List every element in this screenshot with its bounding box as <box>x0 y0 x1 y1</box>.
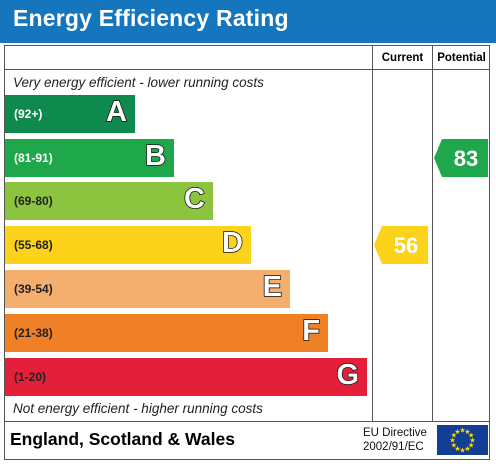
band-d: (55-68) D <box>5 226 251 264</box>
header-bar: Energy Efficiency Rating <box>0 0 496 43</box>
band-range-label: (55-68) <box>14 238 53 252</box>
directive-line-2: 2002/91/EC <box>363 441 424 453</box>
eu-star-icon: ★ <box>468 432 474 440</box>
eu-star-icon: ★ <box>451 432 457 440</box>
eu-star-icon: ★ <box>469 437 475 445</box>
band-f: (21-38) F <box>5 314 328 352</box>
band-range-label: (39-54) <box>14 282 53 296</box>
eu-flag-icon: ★ ★ ★ ★ ★ ★ ★ ★ ★ ★ ★ ★ <box>437 425 488 455</box>
band-range-label: (21-38) <box>14 326 53 340</box>
caption-bottom: Not energy efficient - higher running co… <box>13 401 263 416</box>
divider-footer-row <box>4 421 490 422</box>
band-g: (1-20) G <box>5 358 367 396</box>
divider-current-left <box>372 45 373 421</box>
band-e: (39-54) E <box>5 270 290 308</box>
eu-star-icon: ★ <box>468 442 474 450</box>
caption-top: Very energy efficient - lower running co… <box>13 75 264 90</box>
band-range-label: (81-91) <box>14 151 53 165</box>
divider-header-row <box>4 69 490 70</box>
band-letter-label: E <box>262 270 283 304</box>
band-letter-label: C <box>183 182 205 216</box>
page-title: Energy Efficiency Rating <box>13 5 289 31</box>
eu-star-icon: ★ <box>459 447 465 455</box>
band-letter-label: B <box>144 139 166 173</box>
column-header-potential: Potential <box>437 52 486 64</box>
eu-star-icon: ★ <box>449 437 455 445</box>
band-a: (92+) A <box>5 95 135 133</box>
band-range-label: (69-80) <box>14 194 53 208</box>
band-b: (81-91) B <box>5 139 174 177</box>
directive-line-1: EU Directive <box>363 427 427 439</box>
eu-star-icon: ★ <box>464 428 470 436</box>
eu-star-icon: ★ <box>459 427 465 435</box>
divider-potential-left <box>432 45 433 421</box>
band-range-label: (92+) <box>14 107 43 121</box>
eu-star-icon: ★ <box>454 445 460 453</box>
band-letter-label: G <box>336 358 360 392</box>
rating-frame <box>4 45 490 460</box>
column-header-current: Current <box>381 52 424 64</box>
band-letter-label: A <box>105 95 127 129</box>
eu-star-icon: ★ <box>464 445 470 453</box>
region-label: England, Scotland & Wales <box>10 429 235 449</box>
band-range-label: (1-20) <box>14 370 47 384</box>
band-c: (69-80) C <box>5 182 213 220</box>
band-letter-label: D <box>221 226 243 260</box>
eu-star-icon: ★ <box>451 442 457 450</box>
eu-star-icon: ★ <box>454 428 460 436</box>
band-letter-label: F <box>302 314 321 348</box>
